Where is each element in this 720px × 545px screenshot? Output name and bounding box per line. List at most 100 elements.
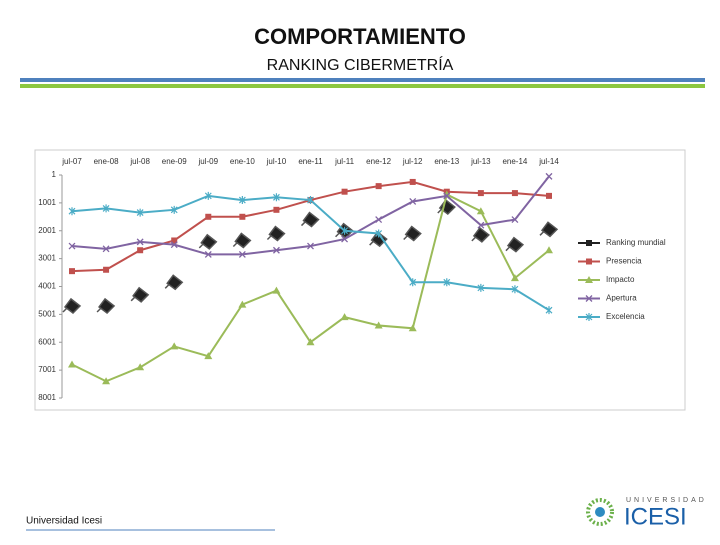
- marker: [546, 192, 552, 199]
- x-tick-label: jul-11: [334, 157, 355, 166]
- x-tick-label: jul-07: [61, 157, 82, 166]
- marker: [204, 352, 213, 360]
- y-tick-label: 8001: [38, 393, 56, 402]
- marker: [307, 196, 314, 205]
- marker: [272, 246, 280, 254]
- marker: [69, 268, 75, 275]
- marker: [204, 250, 212, 258]
- marker: [238, 196, 246, 205]
- marker: [586, 258, 592, 265]
- marker: [341, 188, 348, 195]
- marker: [471, 226, 490, 243]
- marker: [585, 295, 593, 302]
- legend-label: Excelencia: [606, 312, 645, 321]
- y-tick-label: 1001: [38, 198, 56, 207]
- marker: [341, 226, 348, 235]
- marker: [340, 313, 349, 321]
- y-tick-label: 6001: [38, 337, 56, 346]
- marker: [409, 178, 416, 185]
- x-tick-label: jul-14: [538, 157, 559, 166]
- marker: [232, 232, 252, 249]
- marker: [374, 321, 383, 329]
- marker: [170, 205, 178, 214]
- logo-mark: [586, 498, 614, 526]
- marker: [585, 276, 593, 283]
- marker: [477, 283, 485, 292]
- y-tick-label: 4001: [38, 282, 56, 291]
- marker: [68, 242, 76, 250]
- legend-label: Ranking mundial: [606, 238, 666, 247]
- marker: [136, 238, 144, 246]
- plot: 1 1001 2001 3001 4001 5001 6001 7001 8001 jul-07 e…: [38, 157, 666, 402]
- marker: [205, 213, 212, 220]
- marker: [477, 221, 485, 229]
- marker: [539, 221, 559, 238]
- marker: [102, 245, 110, 253]
- marker: [477, 190, 484, 197]
- marker: [171, 237, 178, 244]
- x-tick-label: ene-08: [94, 157, 119, 166]
- slide-subtitle: RANKING CIBERMETRÍA: [267, 55, 454, 74]
- marker: [409, 278, 417, 287]
- marker: [102, 377, 111, 385]
- divider-green: [20, 84, 705, 88]
- x-tick-label: ene-09: [162, 157, 187, 166]
- legend-label: Apertura: [606, 294, 637, 303]
- x-tick-label: jul-08: [129, 157, 150, 166]
- marker: [103, 266, 110, 273]
- marker: [130, 286, 150, 303]
- marker: [137, 247, 144, 254]
- x-tick-label: jul-13: [470, 157, 491, 166]
- y-tick-label: 3001: [38, 254, 56, 263]
- marker: [545, 246, 553, 254]
- x-tick-label: ene-10: [230, 157, 255, 166]
- marker: [586, 240, 592, 246]
- legend-label: Presencia: [606, 257, 642, 266]
- marker: [300, 211, 320, 228]
- marker: [511, 285, 519, 294]
- marker: [545, 172, 553, 180]
- x-tick-label: jul-10: [266, 157, 287, 166]
- marker: [369, 231, 388, 248]
- marker: [408, 324, 417, 332]
- marker: [170, 342, 179, 350]
- marker: [198, 233, 218, 250]
- marker: [136, 363, 145, 371]
- marker: [164, 274, 184, 291]
- marker: [510, 274, 519, 282]
- marker: [505, 236, 525, 253]
- legend-label: Impacto: [606, 275, 635, 284]
- marker: [266, 225, 286, 242]
- marker: [409, 197, 417, 205]
- marker: [375, 229, 383, 238]
- marker: [307, 242, 314, 250]
- y-tick-label: 2001: [38, 226, 56, 235]
- marker: [375, 183, 382, 190]
- x-tick-label: jul-12: [402, 157, 423, 166]
- marker: [511, 190, 518, 197]
- marker: [273, 193, 280, 202]
- marker: [62, 297, 82, 314]
- marker: [68, 207, 76, 216]
- x-tick-label: jul-09: [197, 157, 218, 166]
- marker: [443, 278, 451, 287]
- marker: [273, 206, 280, 213]
- marker: [204, 191, 212, 200]
- marker: [306, 338, 315, 346]
- x-tick-label: ene-12: [366, 157, 391, 166]
- marker: [403, 225, 422, 242]
- logo-main: ICESI: [624, 503, 687, 530]
- y-tick-label: 5001: [38, 309, 56, 318]
- marker: [443, 192, 451, 200]
- y-tick-label: 7001: [38, 365, 56, 374]
- marker: [375, 216, 383, 224]
- y-tick-label: 1: [52, 170, 57, 179]
- marker: [136, 208, 144, 217]
- marker: [96, 297, 116, 314]
- marker: [239, 213, 246, 220]
- divider-blue: [20, 78, 705, 82]
- marker: [68, 360, 76, 368]
- marker: [102, 204, 110, 213]
- marker: [545, 306, 553, 315]
